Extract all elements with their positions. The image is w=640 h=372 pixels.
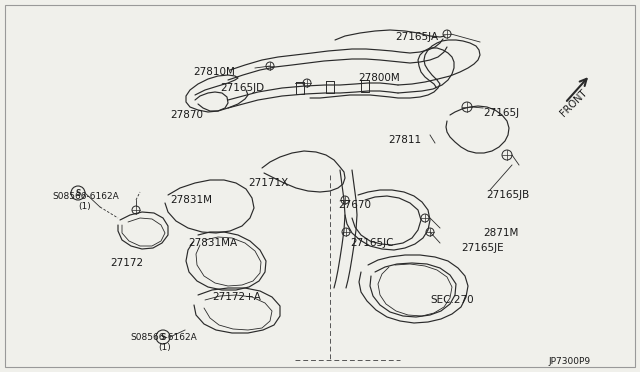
Text: 27800M: 27800M — [358, 73, 400, 83]
Text: 27811: 27811 — [388, 135, 421, 145]
Text: 27172: 27172 — [110, 258, 143, 268]
Text: 27172+A: 27172+A — [212, 292, 261, 302]
Text: 2871M: 2871M — [483, 228, 518, 238]
Text: 27165JA: 27165JA — [395, 32, 438, 42]
Text: S: S — [76, 189, 81, 198]
Text: FRONT: FRONT — [558, 88, 589, 119]
Text: 27670: 27670 — [338, 200, 371, 210]
Text: JP7300P9: JP7300P9 — [548, 357, 590, 366]
Text: 27831M: 27831M — [170, 195, 212, 205]
Text: 27165JC: 27165JC — [350, 238, 394, 248]
Text: (1): (1) — [158, 343, 171, 352]
Text: 27870: 27870 — [170, 110, 203, 120]
Text: SEC.270: SEC.270 — [430, 295, 474, 305]
Text: 27171X: 27171X — [248, 178, 288, 188]
Text: S08566-6162A: S08566-6162A — [130, 333, 196, 342]
Text: (1): (1) — [78, 202, 91, 211]
Text: 27165JE: 27165JE — [461, 243, 504, 253]
Text: 27831MA: 27831MA — [188, 238, 237, 248]
Text: S: S — [160, 333, 166, 341]
Text: 27165JB: 27165JB — [486, 190, 529, 200]
Text: 27810M: 27810M — [193, 67, 235, 77]
Text: 27165JD: 27165JD — [220, 83, 264, 93]
Text: 27165J: 27165J — [483, 108, 519, 118]
Text: S08566-6162A: S08566-6162A — [52, 192, 119, 201]
